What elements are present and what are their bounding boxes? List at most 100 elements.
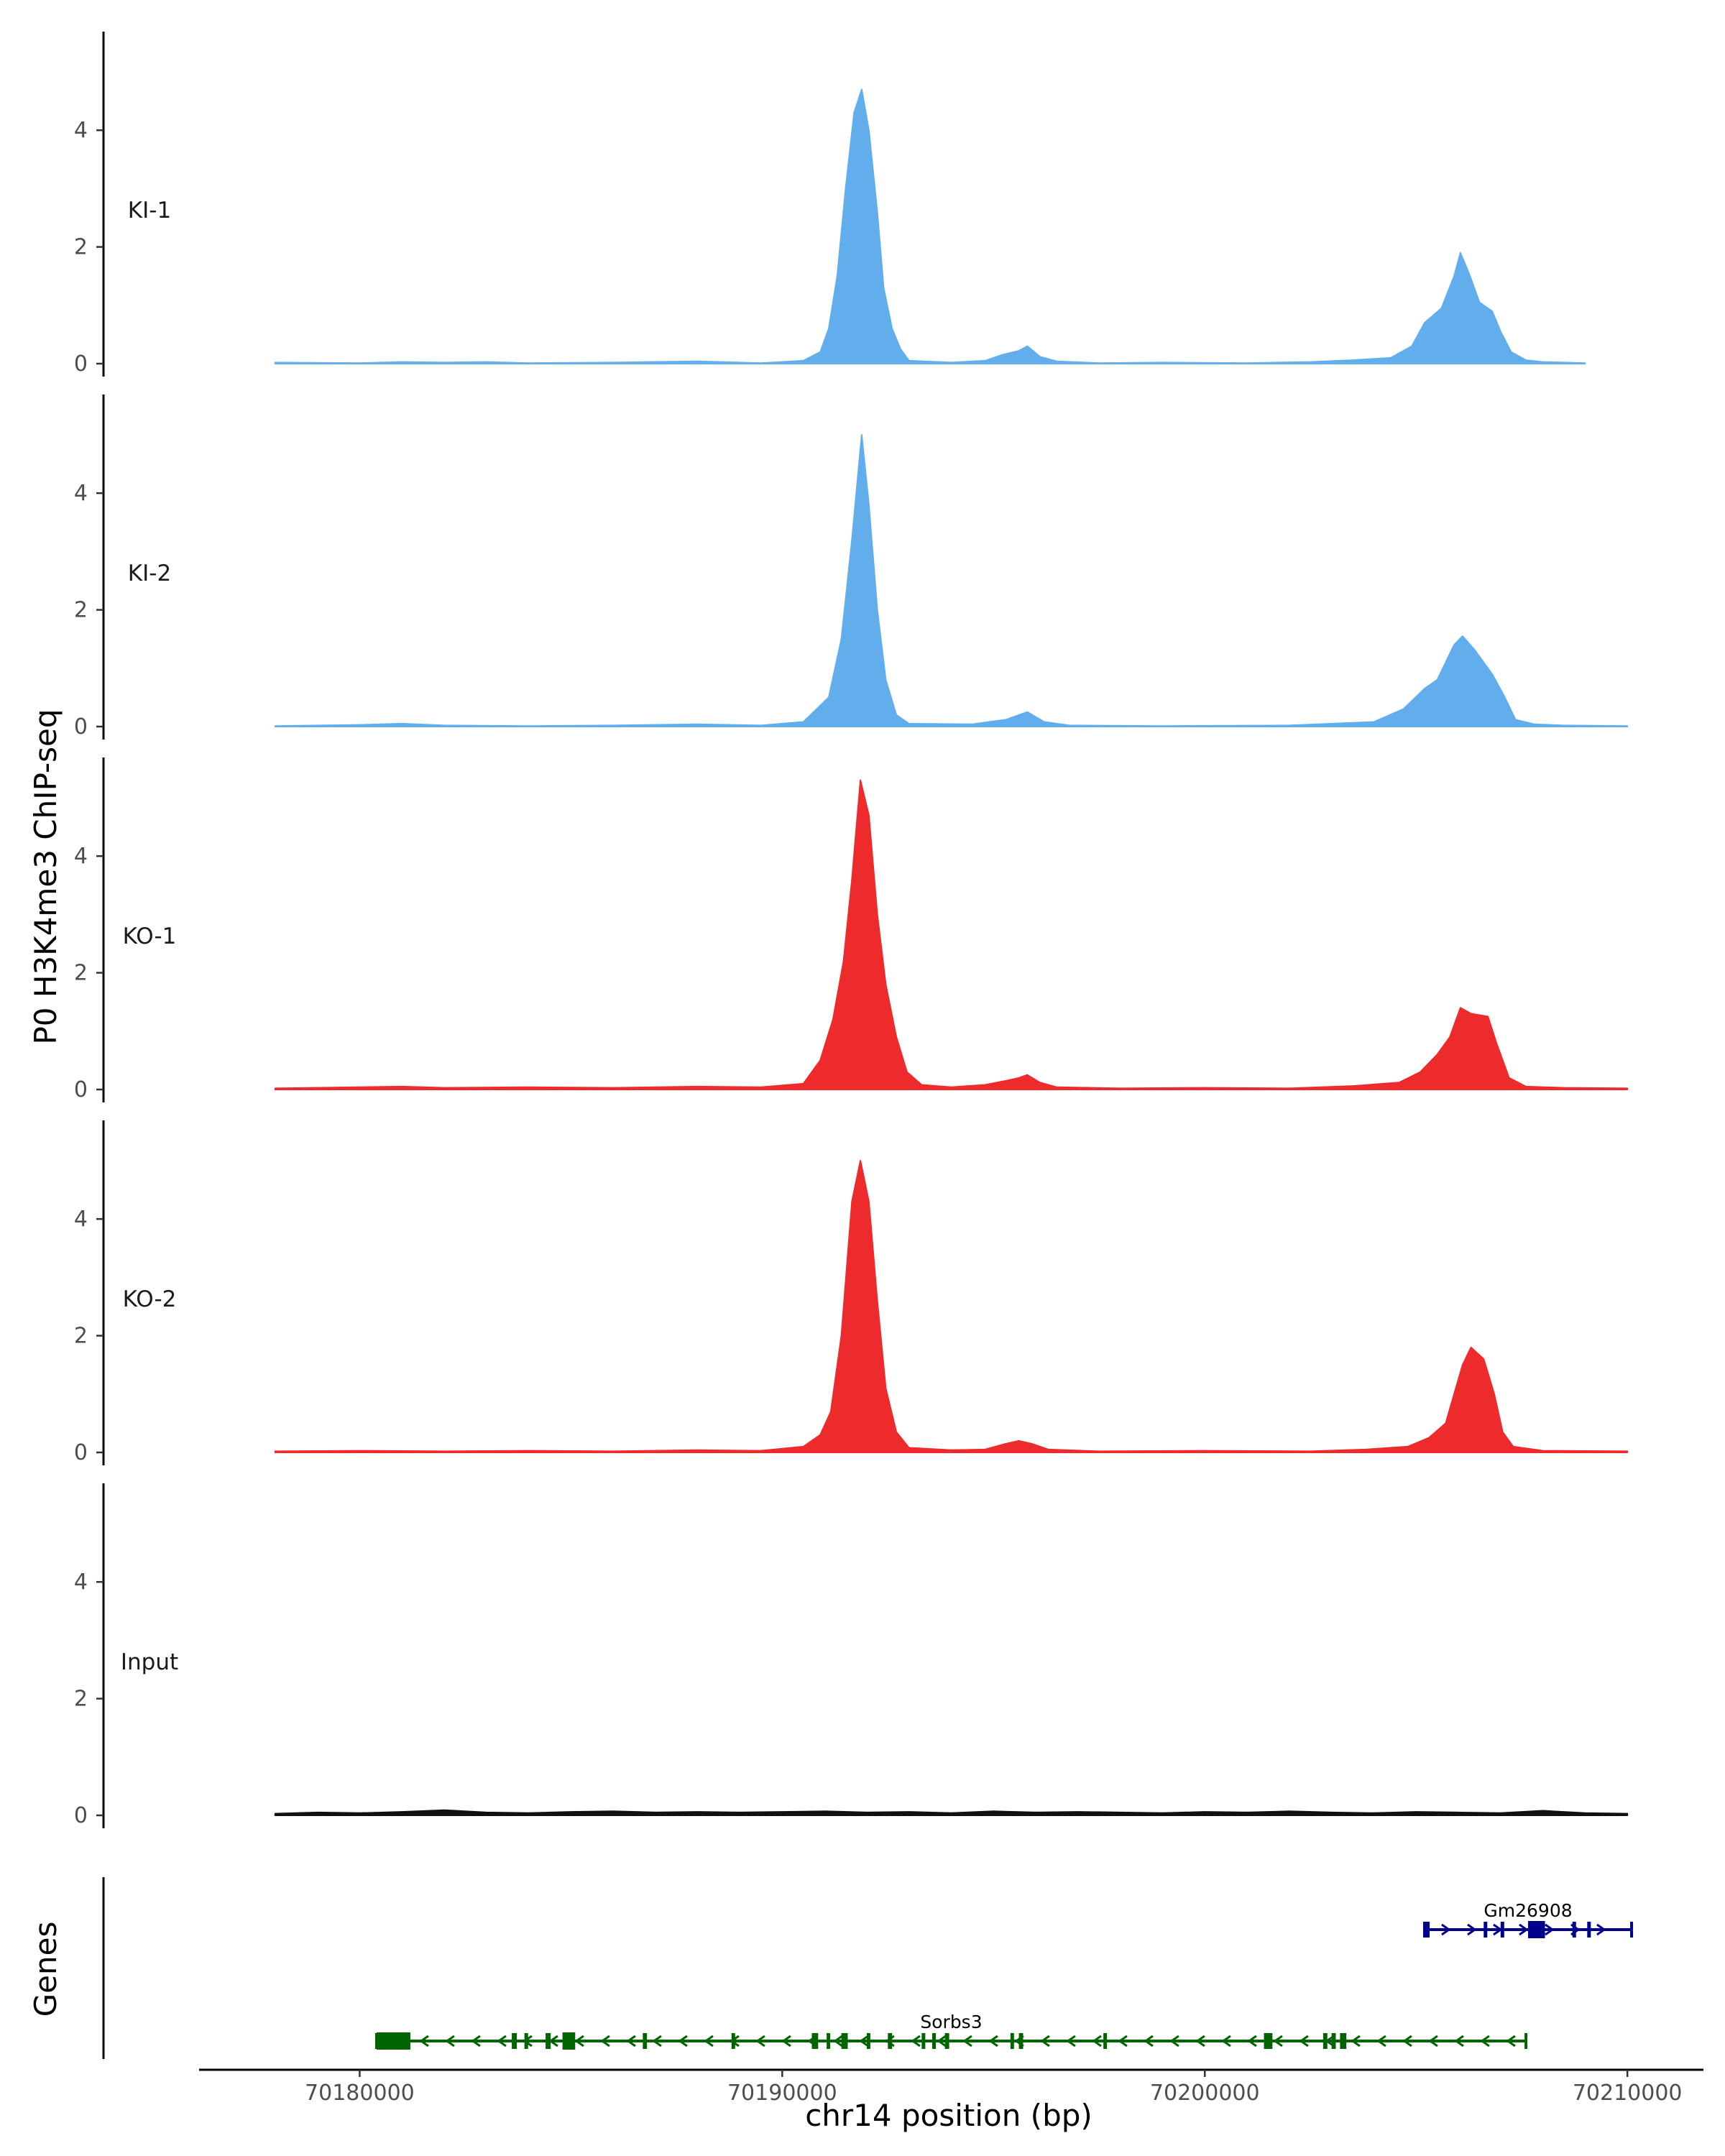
gene-sorbs3: Sorbs3: [374, 2012, 1528, 2050]
strand-arrow: [1402, 2035, 1412, 2047]
x-tick-label: 70210000: [1573, 2081, 1683, 2106]
x-axis: 70180000 70190000 70200000 70210000: [199, 2068, 1703, 2106]
track-ki-1: 0 2 4 KI-1: [74, 32, 1586, 377]
y-tick-label: 2: [74, 235, 88, 260]
y-tick-label: 0: [74, 351, 88, 377]
gene-exon: [1322, 2033, 1328, 2049]
panel-label-ko-2: KO-2: [123, 1286, 177, 1312]
strand-arrow: [1596, 1923, 1606, 1936]
gene-exon: [1500, 1922, 1504, 1938]
gene-exon: [1424, 1922, 1430, 1938]
strand-arrow: [988, 2035, 998, 2047]
strand-arrow: [1467, 1923, 1477, 1936]
signal-area: [274, 1160, 1629, 1453]
gene-exon: [731, 2033, 735, 2049]
strand-arrow: [755, 2035, 765, 2047]
y-tick-label: 4: [74, 844, 88, 869]
track-ko-1: 0 2 4 KO-1: [74, 757, 1629, 1102]
gene-exon: [1103, 2033, 1108, 2049]
strand-arrow: [652, 2035, 662, 2047]
gene-exon: [888, 2033, 893, 2049]
gene-exon: [512, 2033, 518, 2049]
x-tick-label: 70200000: [1150, 2081, 1260, 2106]
x-tick-label: 70190000: [727, 2081, 837, 2106]
track-ki-2: 0 2 4 KI-2: [74, 395, 1629, 740]
gene-exon: [1528, 1921, 1545, 1938]
gene-exon: [811, 2033, 819, 2049]
gene-exon: [921, 2033, 926, 2049]
strand-arrow: [859, 2035, 869, 2047]
gene-exon: [1331, 2033, 1336, 2049]
strand-arrow: [704, 2035, 714, 2047]
y-tick-label: 4: [74, 1570, 88, 1595]
strand-arrow: [962, 2035, 972, 2047]
strand-arrow: [1506, 2035, 1516, 2047]
strand-arrow: [471, 2035, 481, 2047]
strand-arrow: [1299, 2035, 1309, 2047]
coverage-tracks: 0 2 4 KI-1 0 2 4 KI-2 0 2 4 KO-1 0 2 4 KO-2 0 2 4 Input: [74, 32, 1629, 1828]
gene-exon: [944, 2033, 949, 2049]
gene-exon: [841, 2033, 848, 2049]
strand-arrow: [1118, 2035, 1128, 2047]
strand-arrow: [1066, 2035, 1076, 2047]
gene-exon: [1010, 2033, 1014, 2049]
strand-arrow: [1441, 1923, 1451, 1936]
y-tick-label: 0: [74, 714, 88, 740]
strand-arrow: [419, 2035, 429, 2047]
gene-exon: [524, 2033, 528, 2049]
x-axis-title: chr14 position (bp): [805, 2098, 1092, 2133]
gene-gm26908: Gm26908: [1422, 1900, 1634, 1938]
y-tick-label: 2: [74, 598, 88, 623]
strand-arrow: [1221, 2035, 1231, 2047]
panel-label-input: Input: [121, 1649, 178, 1675]
signal-area: [274, 779, 1629, 1090]
strand-arrow: [1351, 2035, 1361, 2047]
gene-exon: [1340, 2033, 1347, 2049]
y-tick-label: 2: [74, 1324, 88, 1349]
gene-exon: [1484, 1922, 1488, 1938]
y-tick-label: 0: [74, 1803, 88, 1828]
genes-panel: Gm26908 Sorbs3: [102, 1877, 1634, 2059]
y-tick-label: 4: [74, 118, 88, 143]
signal-area: [274, 434, 1629, 727]
signal-area: [274, 88, 1586, 364]
strand-arrow: [1092, 2035, 1102, 2047]
gene-exon: [1572, 1922, 1576, 1938]
strand-arrow: [1519, 1923, 1529, 1936]
strand-arrow: [1273, 2035, 1283, 2047]
strand-arrow: [1428, 2035, 1438, 2047]
strand-arrow: [1169, 2035, 1179, 2047]
strand-arrow: [1480, 2035, 1490, 2047]
strand-arrow: [1247, 2035, 1257, 2047]
gene-exon: [827, 2033, 831, 2049]
y-tick-label: 4: [74, 481, 88, 506]
track-input: 0 2 4 Input: [74, 1483, 1629, 1828]
gene-label-gm26908: Gm26908: [1484, 1900, 1572, 1921]
panel-label-ki-2: KI-2: [128, 561, 171, 586]
x-tick-label: 70180000: [305, 2081, 415, 2106]
strand-arrow: [600, 2035, 610, 2047]
strand-arrow: [911, 2035, 921, 2047]
panel-label-ki-1: KI-1: [128, 198, 171, 224]
strand-arrow: [626, 2035, 636, 2047]
strand-arrow: [1545, 1923, 1555, 1936]
strand-arrow: [574, 2035, 584, 2047]
signal-area: [274, 1809, 1629, 1816]
gene-exon: [1587, 1922, 1591, 1938]
y-tick-label: 0: [74, 1440, 88, 1465]
gene-exon: [643, 2033, 648, 2049]
y-axis-title: P0 H3K4me3 ChIP-seq: [28, 709, 63, 1044]
gene-exon: [1018, 2033, 1024, 2049]
y-tick-label: 4: [74, 1207, 88, 1232]
gene-exon: [866, 2033, 870, 2049]
strand-arrow: [1144, 2035, 1154, 2047]
y-tick-label: 0: [74, 1077, 88, 1102]
gene-label-sorbs3: Sorbs3: [920, 2012, 982, 2032]
gene-exon: [546, 2033, 551, 2049]
gene-exon: [376, 2032, 410, 2050]
strand-arrow: [678, 2035, 688, 2047]
genes-axis-title: Genes: [28, 1922, 63, 2017]
strand-arrow: [1376, 2035, 1386, 2047]
track-ko-2: 0 2 4 KO-2: [74, 1120, 1629, 1465]
